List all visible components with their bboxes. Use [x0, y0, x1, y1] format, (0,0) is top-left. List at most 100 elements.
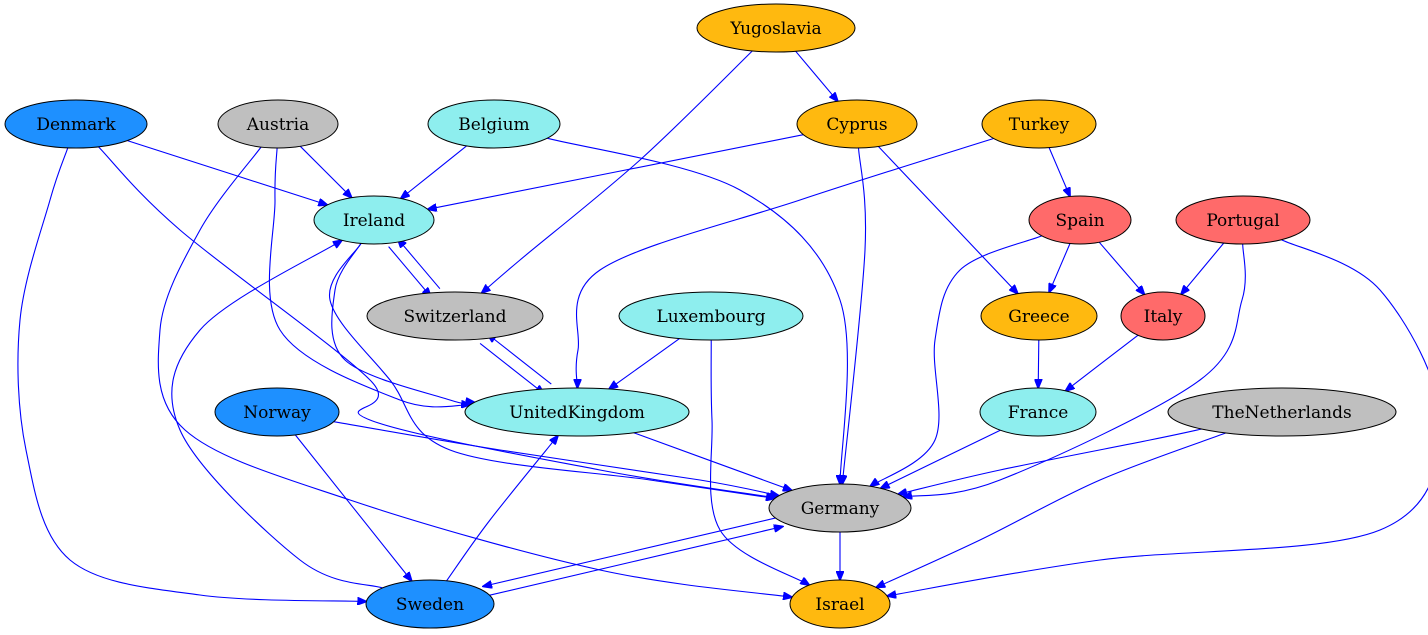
node-label-turkey: Turkey: [1009, 115, 1070, 135]
node-cyprus[interactable]: Cyprus: [796, 99, 918, 149]
node-israel[interactable]: Israel: [789, 579, 891, 629]
node-spain[interactable]: Spain: [1028, 195, 1132, 245]
node-luxembourg[interactable]: Luxembourg: [618, 291, 804, 341]
node-germany[interactable]: Germany: [768, 483, 912, 533]
node-portugal[interactable]: Portugal: [1175, 195, 1311, 245]
edge-spain-to-italy: [1098, 241, 1144, 294]
edge-ireland-to-unitedkingdom: [331, 243, 475, 403]
node-label-sweden: Sweden: [396, 595, 464, 615]
edge-denmark-to-sweden: [17, 147, 366, 602]
node-label-italy: Italy: [1144, 307, 1183, 327]
edge-germany-to-sweden: [483, 516, 781, 587]
edge-greece-to-france: [1038, 339, 1039, 388]
node-label-greece: Greece: [1008, 307, 1069, 327]
node-shape-germany: [768, 483, 912, 533]
node-label-ireland: Ireland: [343, 211, 405, 231]
node-shape-yugoslavia: [696, 3, 856, 53]
edge-spain-to-germany: [870, 235, 1043, 486]
edge-cyprus-to-germany: [842, 147, 867, 484]
node-shape-luxembourg: [618, 291, 804, 341]
edge-sweden-to-ireland: [171, 240, 383, 589]
edges-layer: [17, 50, 1428, 602]
edge-austria-to-ireland: [299, 145, 351, 197]
node-ireland[interactable]: Ireland: [313, 195, 435, 245]
node-yugoslavia[interactable]: Yugoslavia: [696, 3, 856, 53]
edge-portugal-to-germany: [903, 243, 1246, 497]
node-france[interactable]: France: [979, 387, 1097, 437]
node-shape-thenetherlands: [1167, 387, 1397, 437]
node-label-germany: Germany: [801, 499, 880, 519]
edge-france-to-germany: [881, 429, 1001, 488]
node-shape-denmark: [4, 99, 148, 149]
node-shape-cyprus: [796, 99, 918, 149]
node-label-luxembourg: Luxembourg: [656, 307, 765, 327]
node-label-belgium: Belgium: [458, 115, 529, 135]
node-thenetherlands[interactable]: TheNetherlands: [1167, 387, 1397, 437]
node-shape-austria: [217, 99, 339, 149]
edge-turkey-to-unitedkingdom: [576, 137, 994, 389]
edge-belgium-to-germany: [546, 137, 848, 484]
node-switzerland[interactable]: Switzerland: [366, 291, 544, 341]
edge-yugoslavia-to-switzerland: [482, 50, 753, 293]
edge-cyprus-to-ireland: [428, 134, 804, 210]
edge-portugal-to-israel: [887, 239, 1428, 596]
edge-thenetherlands-to-germany: [898, 428, 1202, 494]
node-shape-israel: [789, 579, 891, 629]
node-label-thenetherlands: TheNetherlands: [1212, 403, 1351, 423]
node-shape-portugal: [1175, 195, 1311, 245]
nodes-layer: Yugoslavia Denmark Austria Belgium Cyprus Tur…: [4, 3, 1397, 629]
node-label-portugal: Portugal: [1206, 211, 1279, 231]
edge-cyprus-to-greece: [877, 146, 1018, 293]
node-label-austria: Austria: [246, 115, 309, 135]
edge-spain-to-greece: [1049, 243, 1071, 293]
node-sweden[interactable]: Sweden: [365, 579, 495, 629]
edge-austria-to-unitedkingdom: [268, 147, 470, 407]
node-shape-turkey: [981, 99, 1097, 149]
node-austria[interactable]: Austria: [217, 99, 339, 149]
node-label-spain: Spain: [1055, 211, 1104, 231]
node-shape-france: [979, 387, 1097, 437]
edge-norway-to-sweden: [294, 434, 411, 581]
edge-austria-to-israel: [157, 146, 792, 597]
node-shape-belgium: [427, 99, 561, 149]
node-shape-switzerland: [366, 291, 544, 341]
edge-ireland-to-switzerland: [388, 246, 431, 297]
node-shape-greece: [980, 291, 1098, 341]
node-label-switzerland: Switzerland: [403, 307, 506, 327]
node-label-cyprus: Cyprus: [826, 115, 887, 135]
edge-italy-to-france: [1066, 334, 1139, 391]
node-turkey[interactable]: Turkey: [981, 99, 1097, 149]
edge-thenetherlands-to-israel: [876, 432, 1227, 588]
edge-sweden-to-unitedkingdom: [446, 436, 558, 582]
edge-luxembourg-to-israel: [709, 339, 809, 585]
edge-belgium-to-ireland: [401, 145, 468, 199]
node-shape-spain: [1028, 195, 1132, 245]
edge-portugal-to-italy: [1181, 242, 1225, 294]
node-greece[interactable]: Greece: [980, 291, 1098, 341]
node-norway[interactable]: Norway: [214, 387, 340, 437]
node-shape-sweden: [365, 579, 495, 629]
node-shape-unitedkingdom: [464, 387, 690, 437]
node-denmark[interactable]: Denmark: [4, 99, 148, 149]
node-label-unitedkingdom: UnitedKingdom: [509, 403, 645, 423]
edge-switzerland-to-unitedkingdom: [479, 342, 544, 393]
edge-denmark-to-germany: [98, 146, 775, 498]
node-unitedkingdom[interactable]: UnitedKingdom: [464, 387, 690, 437]
edge-ireland-to-germany: [329, 243, 774, 498]
edge-yugoslavia-to-cyprus: [795, 50, 838, 101]
edge-unitedkingdom-to-germany: [633, 432, 792, 491]
node-belgium[interactable]: Belgium: [427, 99, 561, 149]
node-shape-ireland: [313, 195, 435, 245]
node-label-denmark: Denmark: [36, 115, 116, 135]
edge-turkey-to-spain: [1048, 147, 1070, 197]
node-label-france: France: [1008, 403, 1069, 423]
node-shape-norway: [214, 387, 340, 437]
node-label-norway: Norway: [243, 403, 311, 423]
node-shape-italy: [1120, 291, 1206, 341]
node-label-israel: Israel: [815, 595, 864, 615]
edge-denmark-to-ireland: [127, 140, 327, 205]
node-italy[interactable]: Italy: [1120, 291, 1206, 341]
edge-luxembourg-to-unitedkingdom: [609, 338, 680, 389]
edge-unitedkingdom-to-switzerland: [488, 334, 552, 385]
